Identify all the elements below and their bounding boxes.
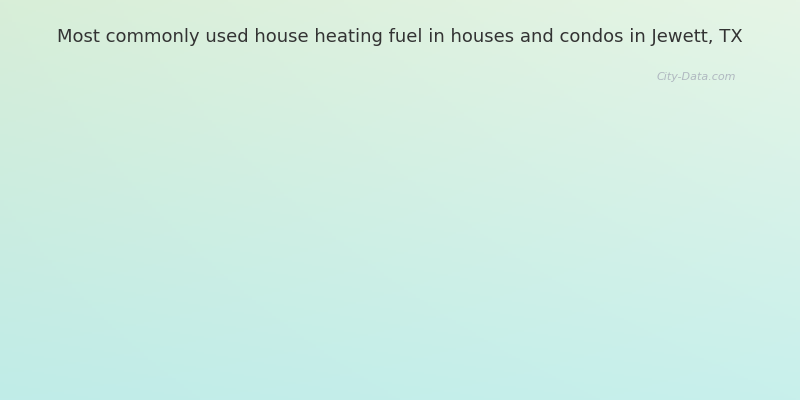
Text: City-Data.com: City-Data.com (657, 72, 736, 82)
Wedge shape (431, 73, 539, 182)
Wedge shape (478, 197, 550, 211)
Wedge shape (473, 156, 549, 203)
Wedge shape (250, 61, 459, 211)
Text: Most commonly used house heating fuel in houses and condos in Jewett, TX: Most commonly used house heating fuel in… (57, 28, 743, 46)
